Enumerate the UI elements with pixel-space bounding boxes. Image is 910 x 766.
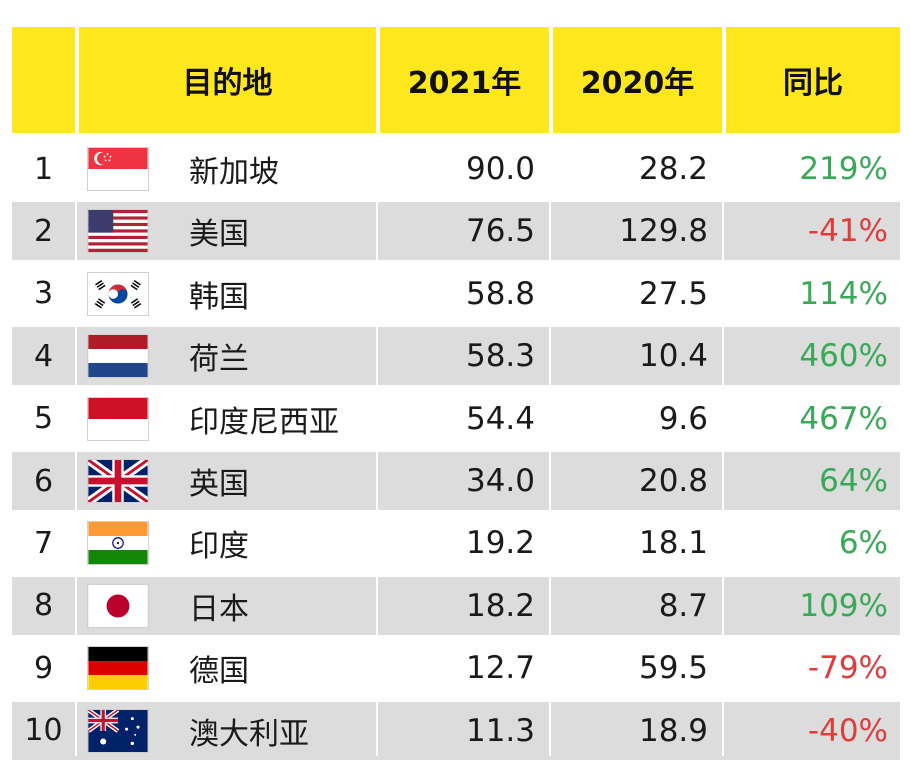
rank-cell: 2 xyxy=(33,213,54,249)
table-row xyxy=(12,202,900,261)
rank-cell: 10 xyxy=(24,713,63,749)
table-row xyxy=(12,576,900,635)
value-2021-cell: 90.0 xyxy=(465,151,535,187)
rank-cell: 6 xyxy=(33,463,54,499)
value-2020-cell: 28.2 xyxy=(638,151,708,187)
value-2020-cell: 59.5 xyxy=(638,650,708,687)
destination-cell: 荷兰 xyxy=(189,342,249,378)
yoy-cell: 219% xyxy=(799,151,888,187)
destination-cell: 新加坡 xyxy=(189,155,279,190)
value-2021-cell: 58.8 xyxy=(465,275,535,312)
netherlands-flag-icon xyxy=(87,334,149,379)
column-divider xyxy=(722,140,724,756)
rank-cell: 1 xyxy=(33,151,54,187)
destination-cell: 德国 xyxy=(189,654,249,690)
table-row xyxy=(12,701,900,760)
value-2020-cell: 20.8 xyxy=(638,463,708,499)
value-2020-cell: 10.4 xyxy=(638,338,708,375)
value-2020-cell: 27.5 xyxy=(638,275,708,312)
australia-flag-icon xyxy=(87,708,149,753)
column-divider xyxy=(549,140,551,756)
yoy-cell: 460% xyxy=(799,338,888,375)
value-2021-cell: 19.2 xyxy=(465,525,535,562)
yoy-cell: 64% xyxy=(819,463,888,499)
table-row xyxy=(12,327,900,386)
header-rank xyxy=(12,27,75,133)
value-2020-cell: 129.8 xyxy=(619,213,708,250)
yoy-cell: 467% xyxy=(799,400,888,437)
rank-cell: 5 xyxy=(33,401,54,437)
south-korea-flag-icon xyxy=(87,271,149,316)
value-2020-cell: 18.1 xyxy=(638,525,708,562)
singapore-flag-icon xyxy=(87,147,149,191)
destination-cell: 印度尼西亚 xyxy=(189,404,339,440)
table-row xyxy=(12,452,900,510)
value-2021-cell: 34.0 xyxy=(465,463,535,499)
japan-flag-icon xyxy=(87,583,149,628)
destination-cell: 日本 xyxy=(189,591,249,627)
yoy-cell: 6% xyxy=(838,525,888,562)
value-2021-cell: 11.3 xyxy=(465,712,535,749)
value-2021-cell: 54.4 xyxy=(465,400,535,437)
value-2021-cell: 18.2 xyxy=(465,587,535,624)
column-divider xyxy=(376,140,378,756)
indonesia-flag-icon xyxy=(87,396,149,441)
value-2021-cell: 12.7 xyxy=(465,650,535,687)
column-divider xyxy=(75,140,77,756)
header-yoy: 同比 xyxy=(726,27,900,133)
header-destination: 目的地 xyxy=(79,27,376,133)
india-flag-icon xyxy=(87,521,149,566)
yoy-cell: -41% xyxy=(807,213,888,250)
destination-cell: 韩国 xyxy=(189,279,249,315)
germany-flag-icon xyxy=(87,646,149,691)
yoy-cell: -79% xyxy=(807,650,888,687)
destination-cell: 印度 xyxy=(189,529,249,565)
destination-cell: 澳大利亚 xyxy=(189,716,309,752)
rank-cell: 9 xyxy=(33,650,54,686)
uk-flag-icon xyxy=(87,459,149,503)
destination-cell: 英国 xyxy=(189,467,249,502)
yoy-cell: -40% xyxy=(807,712,888,749)
header-2020: 2020年 xyxy=(553,27,722,133)
value-2021-cell: 58.3 xyxy=(465,338,535,375)
rank-cell: 7 xyxy=(33,525,54,561)
yoy-cell: 109% xyxy=(799,587,888,624)
destination-cell: 美国 xyxy=(189,217,249,253)
value-2020-cell: 9.6 xyxy=(658,400,708,437)
value-2020-cell: 8.7 xyxy=(658,587,708,624)
rank-cell: 8 xyxy=(33,588,54,624)
rank-cell: 3 xyxy=(33,276,54,312)
yoy-cell: 114% xyxy=(799,275,888,312)
rank-cell: 4 xyxy=(33,338,54,374)
header-2021: 2021年 xyxy=(380,27,549,133)
usa-flag-icon xyxy=(87,209,149,254)
value-2020-cell: 18.9 xyxy=(638,712,708,749)
value-2021-cell: 76.5 xyxy=(465,213,535,250)
